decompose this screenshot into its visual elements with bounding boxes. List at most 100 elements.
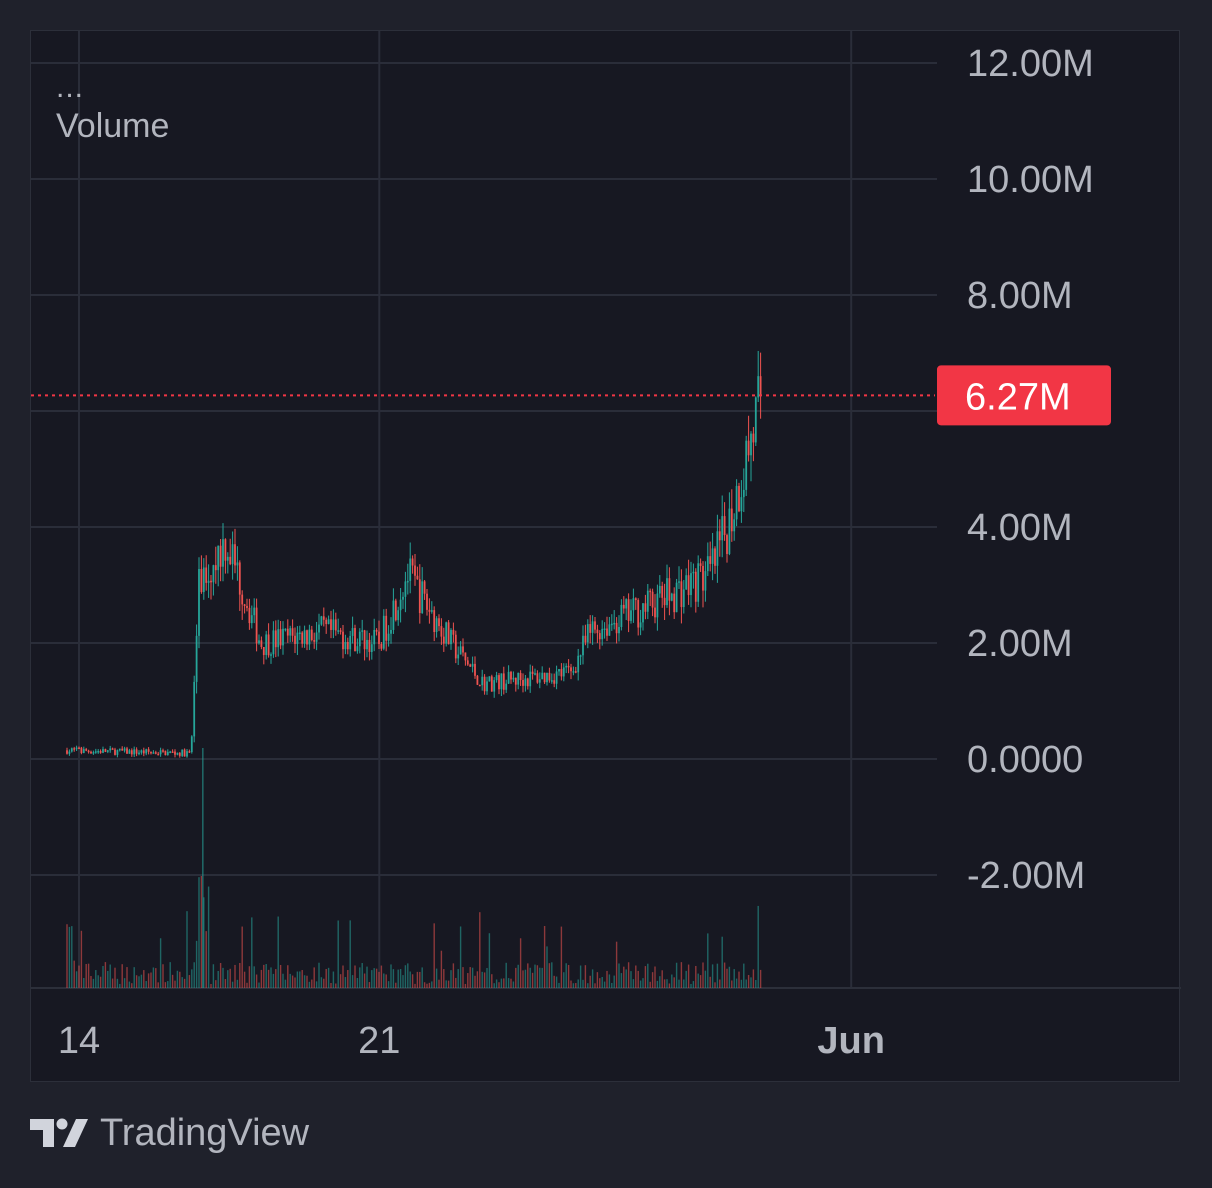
volume-bar — [541, 967, 543, 988]
volume-bar — [371, 970, 373, 988]
candle-body — [752, 433, 755, 443]
volume-bar — [308, 981, 311, 988]
candle-body — [174, 751, 176, 755]
volume-bar — [411, 974, 414, 988]
candle-body — [327, 619, 330, 625]
volume-bar — [560, 926, 563, 988]
candle-body — [490, 676, 493, 692]
volume-bar — [212, 964, 215, 988]
legend-more-button[interactable]: ... — [56, 71, 85, 104]
candle-body — [354, 628, 356, 652]
price-tick-label: 8.00M — [967, 275, 1073, 317]
candle-body — [735, 485, 738, 520]
candle-body — [303, 630, 306, 644]
chart-pane[interactable]: 12.00M 10.00M 8.00M 4.00M 2.00M 0.0000 -2.00M … — [30, 30, 1181, 1083]
candle-body — [538, 679, 541, 683]
candle-body — [145, 749, 148, 754]
volume-bar — [534, 964, 536, 988]
volume-bar — [668, 983, 671, 988]
candle-body — [342, 631, 344, 650]
volume-bar — [392, 969, 395, 988]
candle-body — [481, 676, 484, 686]
volume-bar — [659, 976, 661, 988]
price-chart[interactable]: 12.00M10.00M8.00M4.00M2.00M0.0000-2.00M … — [31, 31, 1181, 1083]
candle-body — [234, 544, 236, 566]
candle-body — [106, 750, 109, 752]
volume-bar — [243, 971, 246, 988]
volume-bar — [234, 964, 236, 988]
candle-body — [181, 749, 184, 756]
candle-body — [130, 750, 133, 755]
volume-bar — [481, 971, 483, 988]
candle-body — [97, 750, 100, 753]
volume-bar — [75, 971, 78, 988]
candle-body — [759, 376, 762, 396]
candle-body — [740, 497, 743, 512]
volume-bar — [332, 971, 335, 988]
volume-bar — [385, 974, 387, 988]
volume-bar — [675, 962, 678, 988]
volume-bar — [488, 933, 491, 988]
volume-bar — [515, 967, 517, 988]
candle-body — [651, 591, 654, 608]
volume-bar — [409, 971, 411, 988]
candle-body — [675, 582, 678, 613]
volume-bar — [697, 973, 699, 988]
candle-body — [457, 654, 460, 659]
candle-body — [114, 749, 116, 755]
volume-bar — [193, 962, 195, 988]
candle-body — [258, 640, 260, 644]
candle-body — [450, 629, 452, 645]
candle-body — [190, 736, 193, 753]
candle-body — [526, 678, 529, 687]
candle-body — [248, 607, 251, 624]
volume-bar — [356, 978, 359, 988]
candle-body — [596, 629, 599, 634]
candle-body — [351, 628, 354, 636]
candle-body — [157, 753, 160, 756]
volume-bar — [426, 983, 428, 988]
candle-body — [603, 628, 606, 631]
volume-bar — [747, 974, 750, 988]
candle-body — [721, 516, 724, 541]
candle-body — [375, 629, 378, 632]
candle-body — [716, 531, 719, 566]
candle-body — [584, 635, 587, 643]
time-scale: 14 21 Jun — [58, 1020, 885, 1062]
candle-body — [387, 633, 390, 641]
volume-bar — [121, 964, 123, 988]
candle-body — [531, 671, 534, 674]
volume-bar — [553, 975, 555, 988]
volume-bar — [109, 964, 111, 988]
candle-body — [500, 673, 503, 690]
volume-bar — [375, 968, 378, 988]
candle-body — [433, 610, 436, 633]
volume-bar — [469, 967, 471, 988]
candle-body — [574, 671, 577, 673]
candle-body — [634, 598, 637, 601]
candle-body — [663, 597, 666, 606]
volume-bar — [315, 981, 318, 988]
volume-bar — [601, 976, 603, 988]
candle-body — [654, 607, 656, 618]
candle-body — [416, 575, 419, 580]
volume-bar — [306, 975, 308, 988]
volume-bar — [195, 940, 198, 988]
volume-bar — [164, 982, 167, 988]
volume-bar — [337, 920, 339, 988]
volume-bar — [68, 926, 71, 988]
candle-body — [661, 585, 664, 598]
candle-body — [618, 627, 620, 634]
legend-title: Volume — [56, 107, 170, 145]
volume-bar — [188, 975, 191, 988]
candle-body — [277, 629, 280, 648]
volume-bar — [404, 965, 407, 988]
volume-bar — [587, 983, 589, 988]
volume-bar — [536, 965, 539, 988]
tradingview-brand[interactable]: TradingView — [30, 1108, 309, 1158]
volume-bar — [380, 965, 383, 988]
candle-body — [126, 748, 128, 754]
volume-bar — [399, 969, 402, 988]
volume-bar — [320, 977, 323, 988]
volume-bar — [438, 979, 440, 988]
